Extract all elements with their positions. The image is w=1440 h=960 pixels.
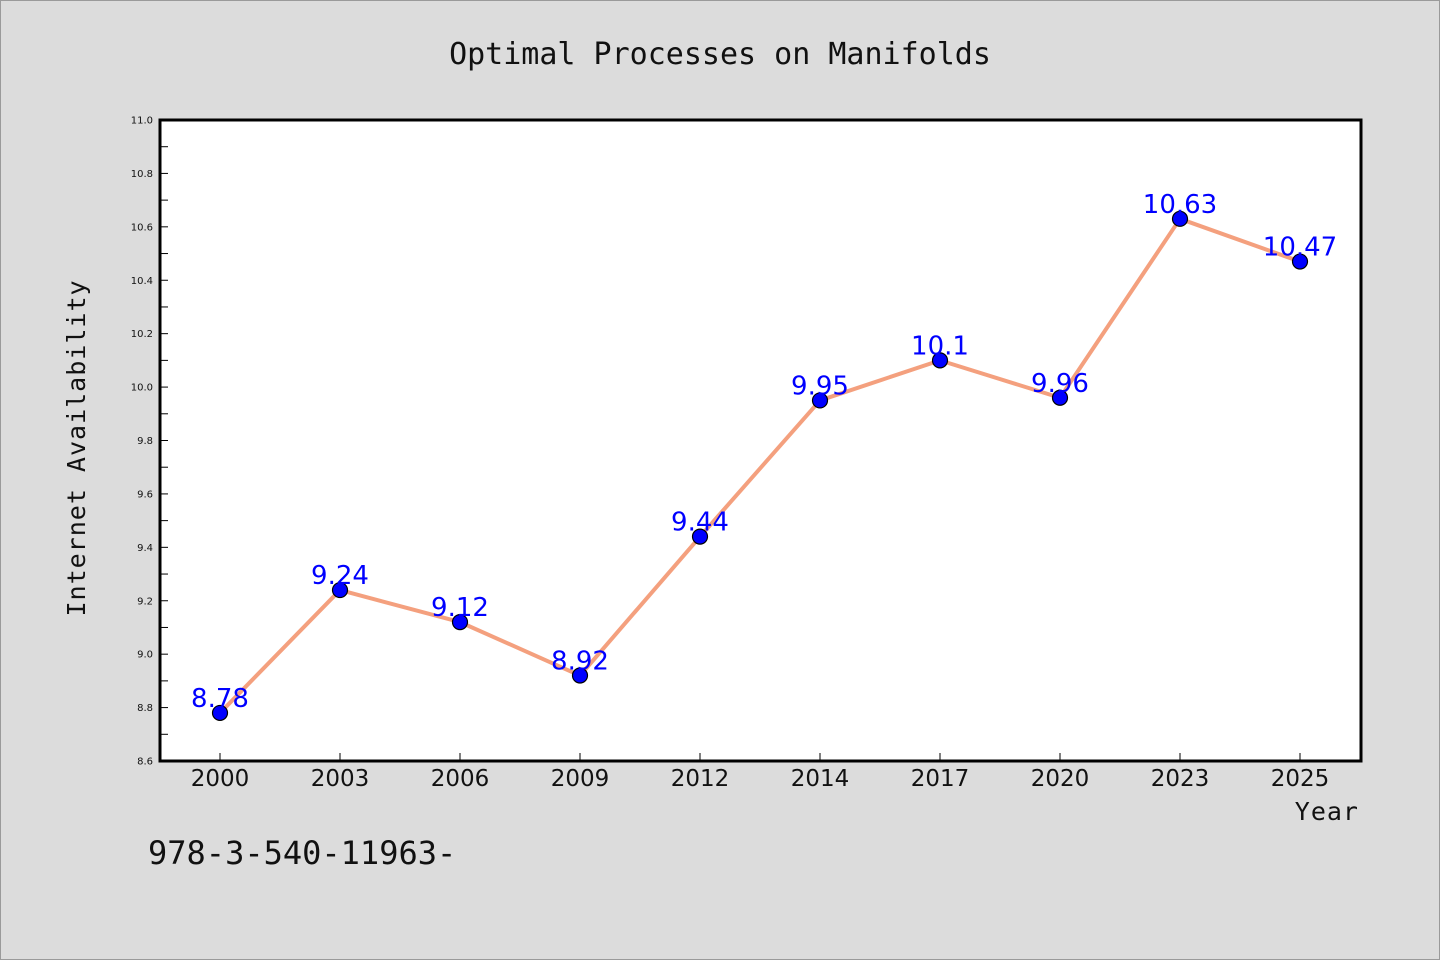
x-tick-label: 2025 [1271, 766, 1330, 792]
y-tick-label: 10.0 [131, 383, 153, 394]
data-label: 9.95 [791, 371, 849, 401]
y-tick-label: 10.8 [131, 169, 153, 180]
y-tick-label: 9.8 [137, 436, 153, 447]
y-tick-label: 10.6 [131, 222, 153, 233]
data-point [331, 581, 349, 599]
data-point [211, 704, 229, 722]
x-tick-label: 2003 [311, 766, 370, 792]
data-point [1291, 253, 1309, 270]
y-tick-label: 10.2 [131, 329, 153, 340]
series-group [211, 210, 1309, 722]
data-point [811, 392, 829, 409]
x-tick-label: 2012 [671, 766, 730, 792]
data-point [1051, 389, 1069, 406]
x-axis-label: Year [1295, 797, 1359, 826]
x-tick-label: 2009 [551, 766, 610, 792]
data-point [931, 352, 949, 369]
x-tick-label: 2017 [911, 766, 970, 792]
y-tick-label: 9.2 [137, 596, 153, 607]
data-label: 8.78 [191, 684, 249, 714]
data-point [451, 614, 469, 631]
series-line [218, 216, 1302, 715]
y-tick-label: 11.0 [131, 116, 153, 127]
data-label: 10.63 [1143, 190, 1217, 220]
data-label: 8.92 [551, 647, 609, 677]
chart-title: Optimal Processes on Manifolds [449, 37, 991, 72]
y-tick-label: 9.0 [137, 650, 153, 661]
y-tick-label: 8.6 [137, 757, 153, 768]
data-labels-group: 8.78 9.24 9.12 8.92 9.44 9.95 10.1 9.96 10.63 10.… [191, 190, 1337, 714]
x-tick-label: 2006 [431, 766, 490, 792]
data-label: 9.24 [311, 561, 369, 591]
y-tick-label: 10.4 [131, 276, 153, 287]
x-tick-label: 2014 [791, 766, 850, 792]
data-label: 9.44 [671, 508, 729, 538]
data-point [571, 667, 589, 684]
footer-code: 978-3-540-11963- [148, 834, 456, 872]
y-tick-label: 9.4 [137, 543, 153, 554]
y-axis-ticks: 8.6 8.8 9.0 9.2 9.4 9.6 9.8 10.0 10.2 10.4 10.6 10.… [131, 116, 168, 768]
x-tick-label: 2023 [1151, 766, 1210, 792]
y-axis-label: Internet Availability [62, 279, 91, 616]
data-label: 9.96 [1031, 369, 1089, 399]
data-label: 10.1 [911, 331, 969, 361]
plot-area [158, 118, 1363, 763]
x-axis-ticks: 2000 2003 2006 2009 2012 2014 2017 2020 2023 2025 [191, 753, 1330, 792]
x-tick-label: 2020 [1031, 766, 1090, 792]
data-point [1171, 210, 1189, 227]
y-tick-label: 9.6 [137, 489, 153, 500]
y-tick-label: 8.8 [137, 703, 153, 714]
x-tick-label: 2000 [191, 766, 250, 792]
data-label: 10.47 [1263, 233, 1337, 263]
data-label: 9.12 [431, 593, 489, 623]
data-point [691, 528, 709, 545]
